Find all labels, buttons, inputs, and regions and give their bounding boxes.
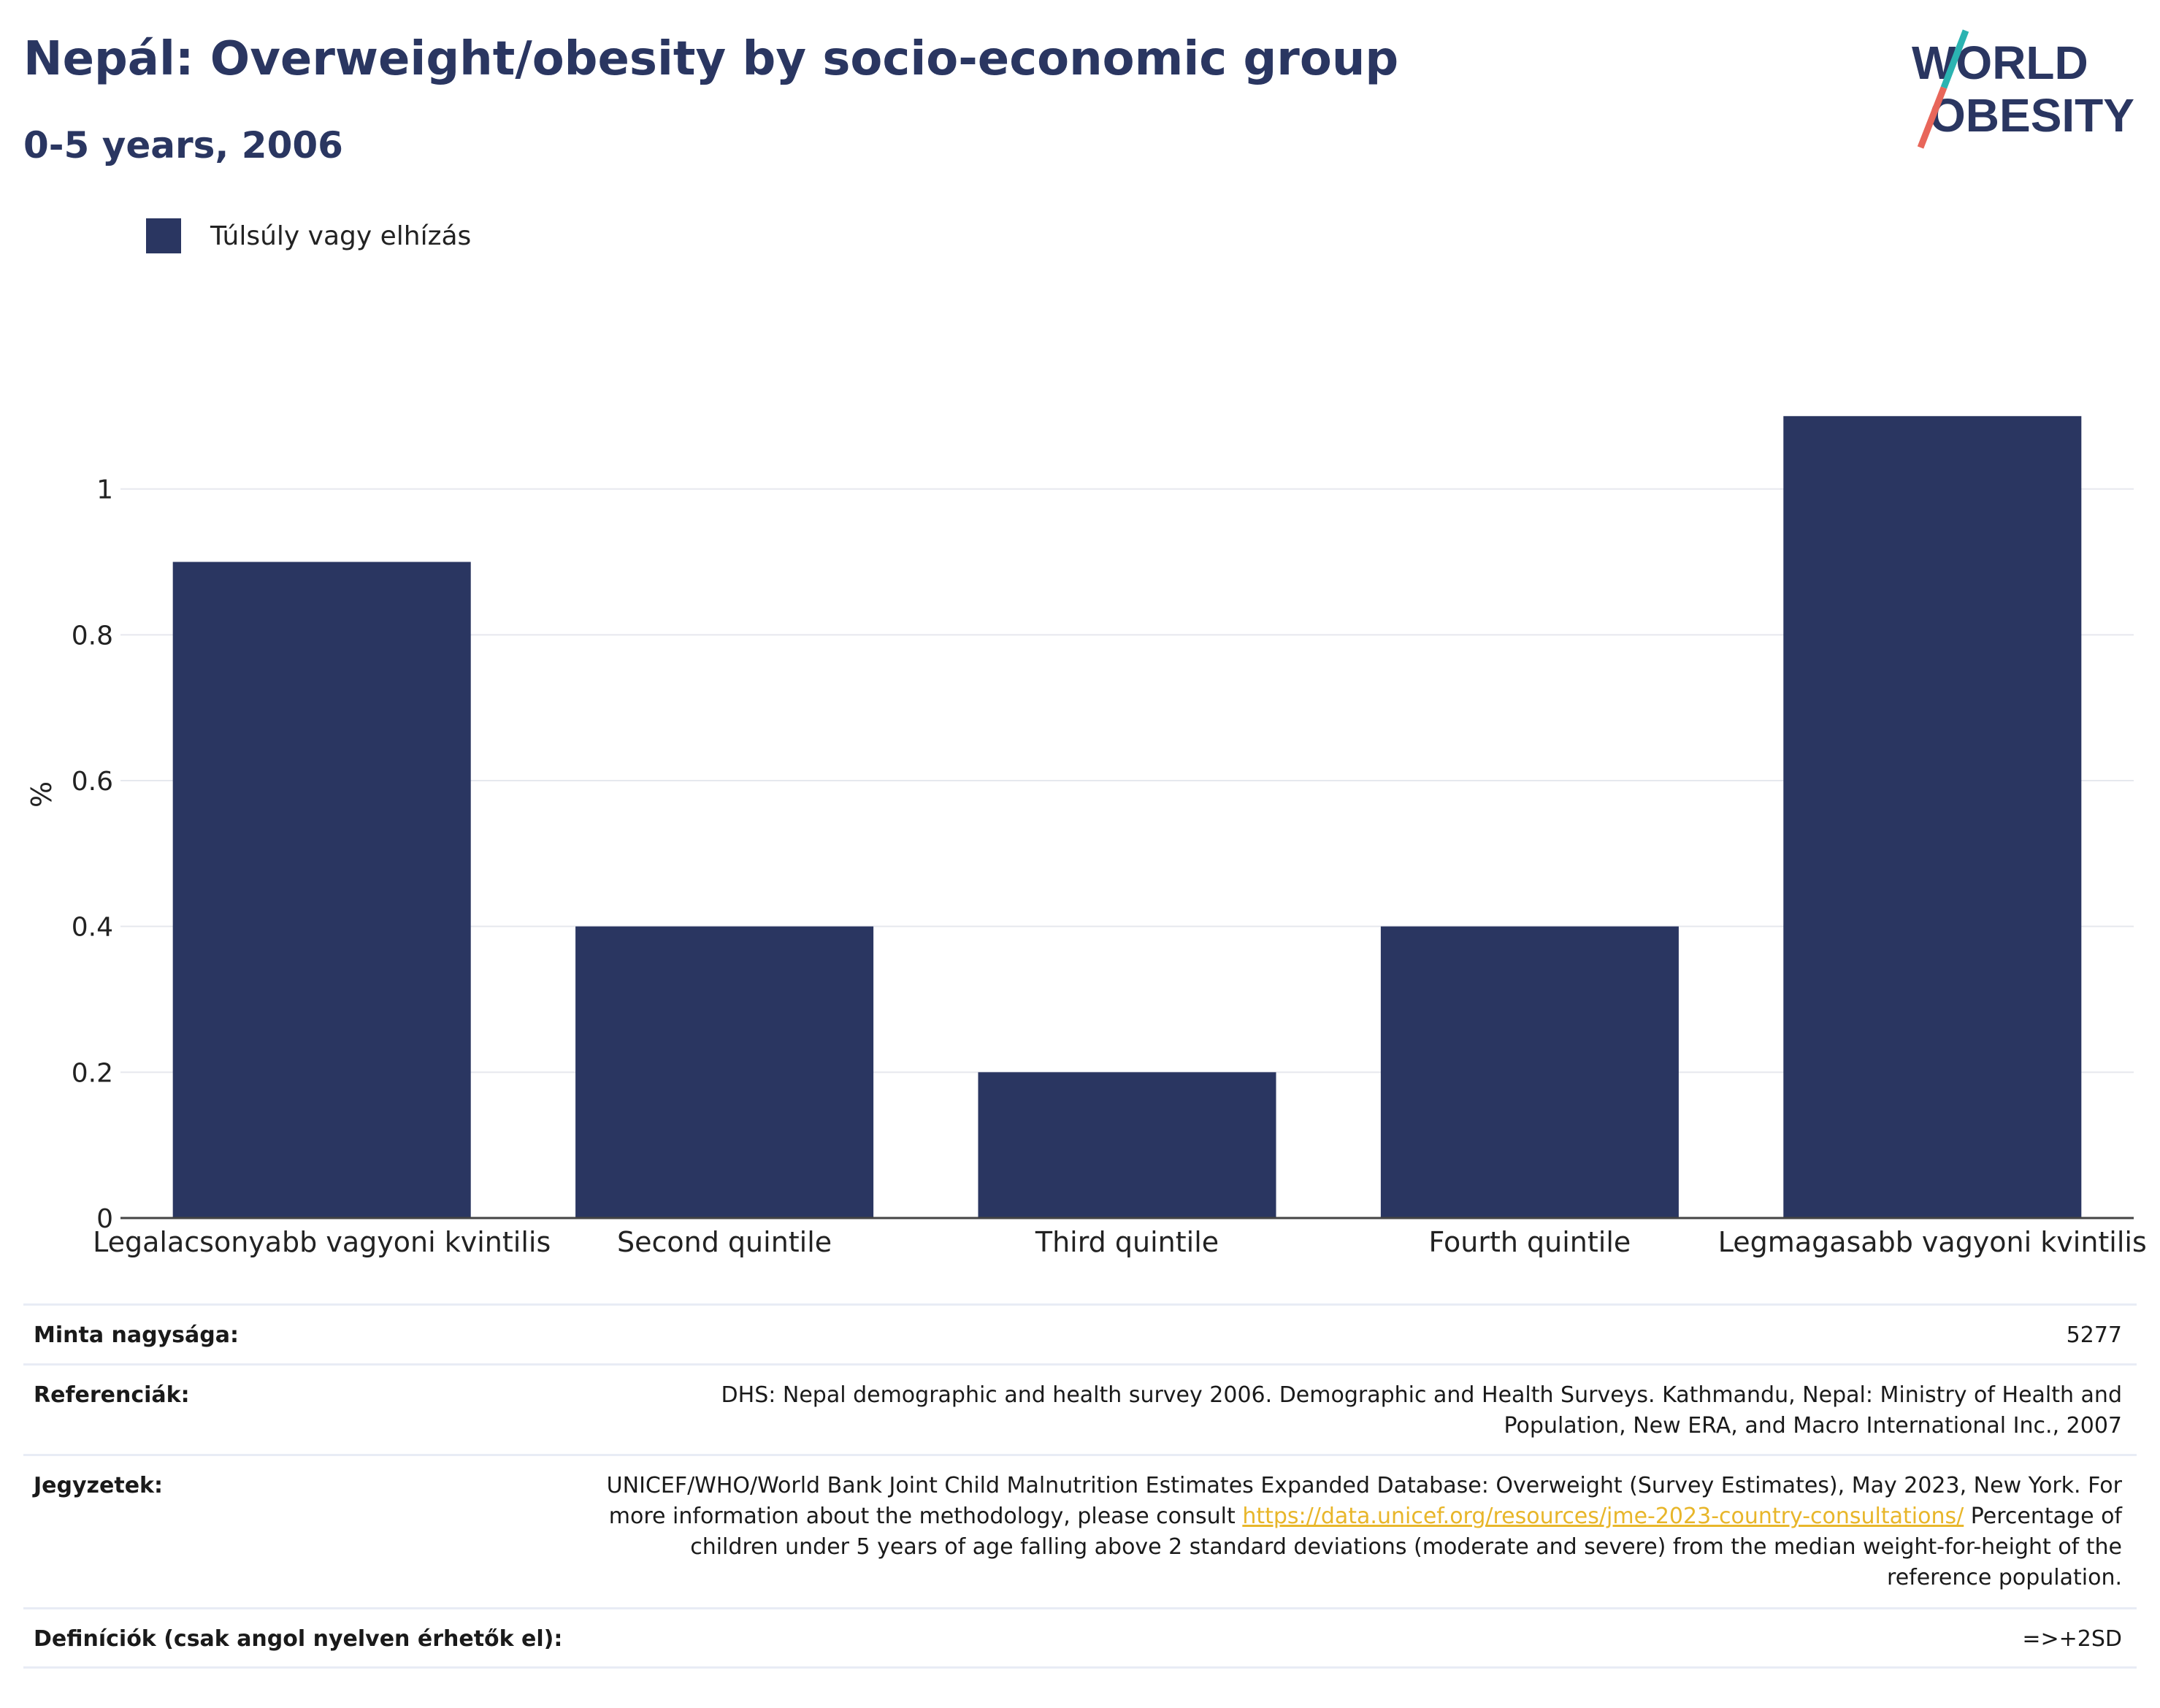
bar [1380,926,1679,1218]
x-tick-label: Legalacsonyabb vagyoni kvintilis [93,1226,551,1258]
y-tick-label: 0.2 [72,1058,113,1088]
legend-swatch [146,218,181,253]
legend: Túlsúly vagy elhízás [146,218,471,254]
notes-text: UNICEF/WHO/World Bank Joint Child Malnut… [606,1473,2122,1529]
bar [575,926,874,1218]
y-tick-label: 0 [96,1204,113,1234]
legend-label: Túlsúly vagy elhízás [210,221,472,251]
info-label: Referenciák: [34,1382,190,1408]
y-tick-label: 1 [96,475,113,505]
info-row-notes: Jegyzetek: UNICEF/WHO/World Bank Joint C… [23,1454,2137,1607]
y-axis: 0 0.2 0.4 0.6 0.8 1 [72,475,113,1234]
x-tick-label: Third quintile [1035,1226,1219,1258]
x-axis: Legalacsonyabb vagyoni kvintilis Second q… [93,1217,2147,1258]
logo-slash-top [1940,29,1969,89]
y-axis-label: % [26,781,58,808]
chart-subtitle: 0-5 years, 2006 [23,124,343,166]
notes-text-continued: Percentage of children under 5 years of … [690,1504,2122,1590]
bar [172,562,471,1218]
y-tick-label: 0.8 [72,621,113,651]
info-label: Definíciók (csak angol nyelven érhetők e… [34,1626,563,1652]
methodology-link[interactable]: https://data.unicef.org/resources/jme-20… [1242,1504,1964,1529]
x-tick-label: Fourth quintile [1429,1226,1631,1258]
info-row-references: Referenciák: DHS: Nepal demographic and … [23,1363,2137,1454]
x-tick-label: Second quintile [617,1226,832,1258]
world-obesity-logo: WORLD OBESITY [1912,29,2134,149]
info-label: Minta nagysága: [34,1322,239,1348]
info-value: 5277 [2066,1322,2122,1348]
bars [172,415,2082,1219]
logo-slash-bottom [1917,86,1948,149]
info-row-definitions: Definíciók (csak angol nyelven érhetők e… [23,1607,2137,1669]
info-label: Jegyzetek: [34,1473,163,1498]
info-value: =>+2SD [2022,1626,2122,1652]
chart-title: Nepál: Overweight/obesity by socio-econo… [23,32,1399,86]
x-tick-label: Legmagasabb vagyoni kvintilis [1718,1226,2147,1258]
info-value: UNICEF/WHO/World Bank Joint Child Malnut… [603,1471,2137,1607]
info-value: DHS: Nepal demographic and health survey… [721,1382,2122,1439]
y-tick-label: 0.4 [72,913,113,943]
logo-line1: WORLD [1912,37,2088,89]
info-row-sample-size: Minta nagysága: 5277 [23,1303,2137,1363]
y-tick-label: 0.6 [72,767,113,797]
bar-chart: 0 0.2 0.4 0.6 0.8 1 Legalacsonyabb vagyoni kv… [26,415,2147,1258]
bar [1783,415,2082,1219]
bar [978,1072,1276,1218]
logo-line2: OBESITY [1929,89,2134,142]
info-table: Minta nagysága: 5277 Referenciák: DHS: N… [23,1303,2137,1669]
